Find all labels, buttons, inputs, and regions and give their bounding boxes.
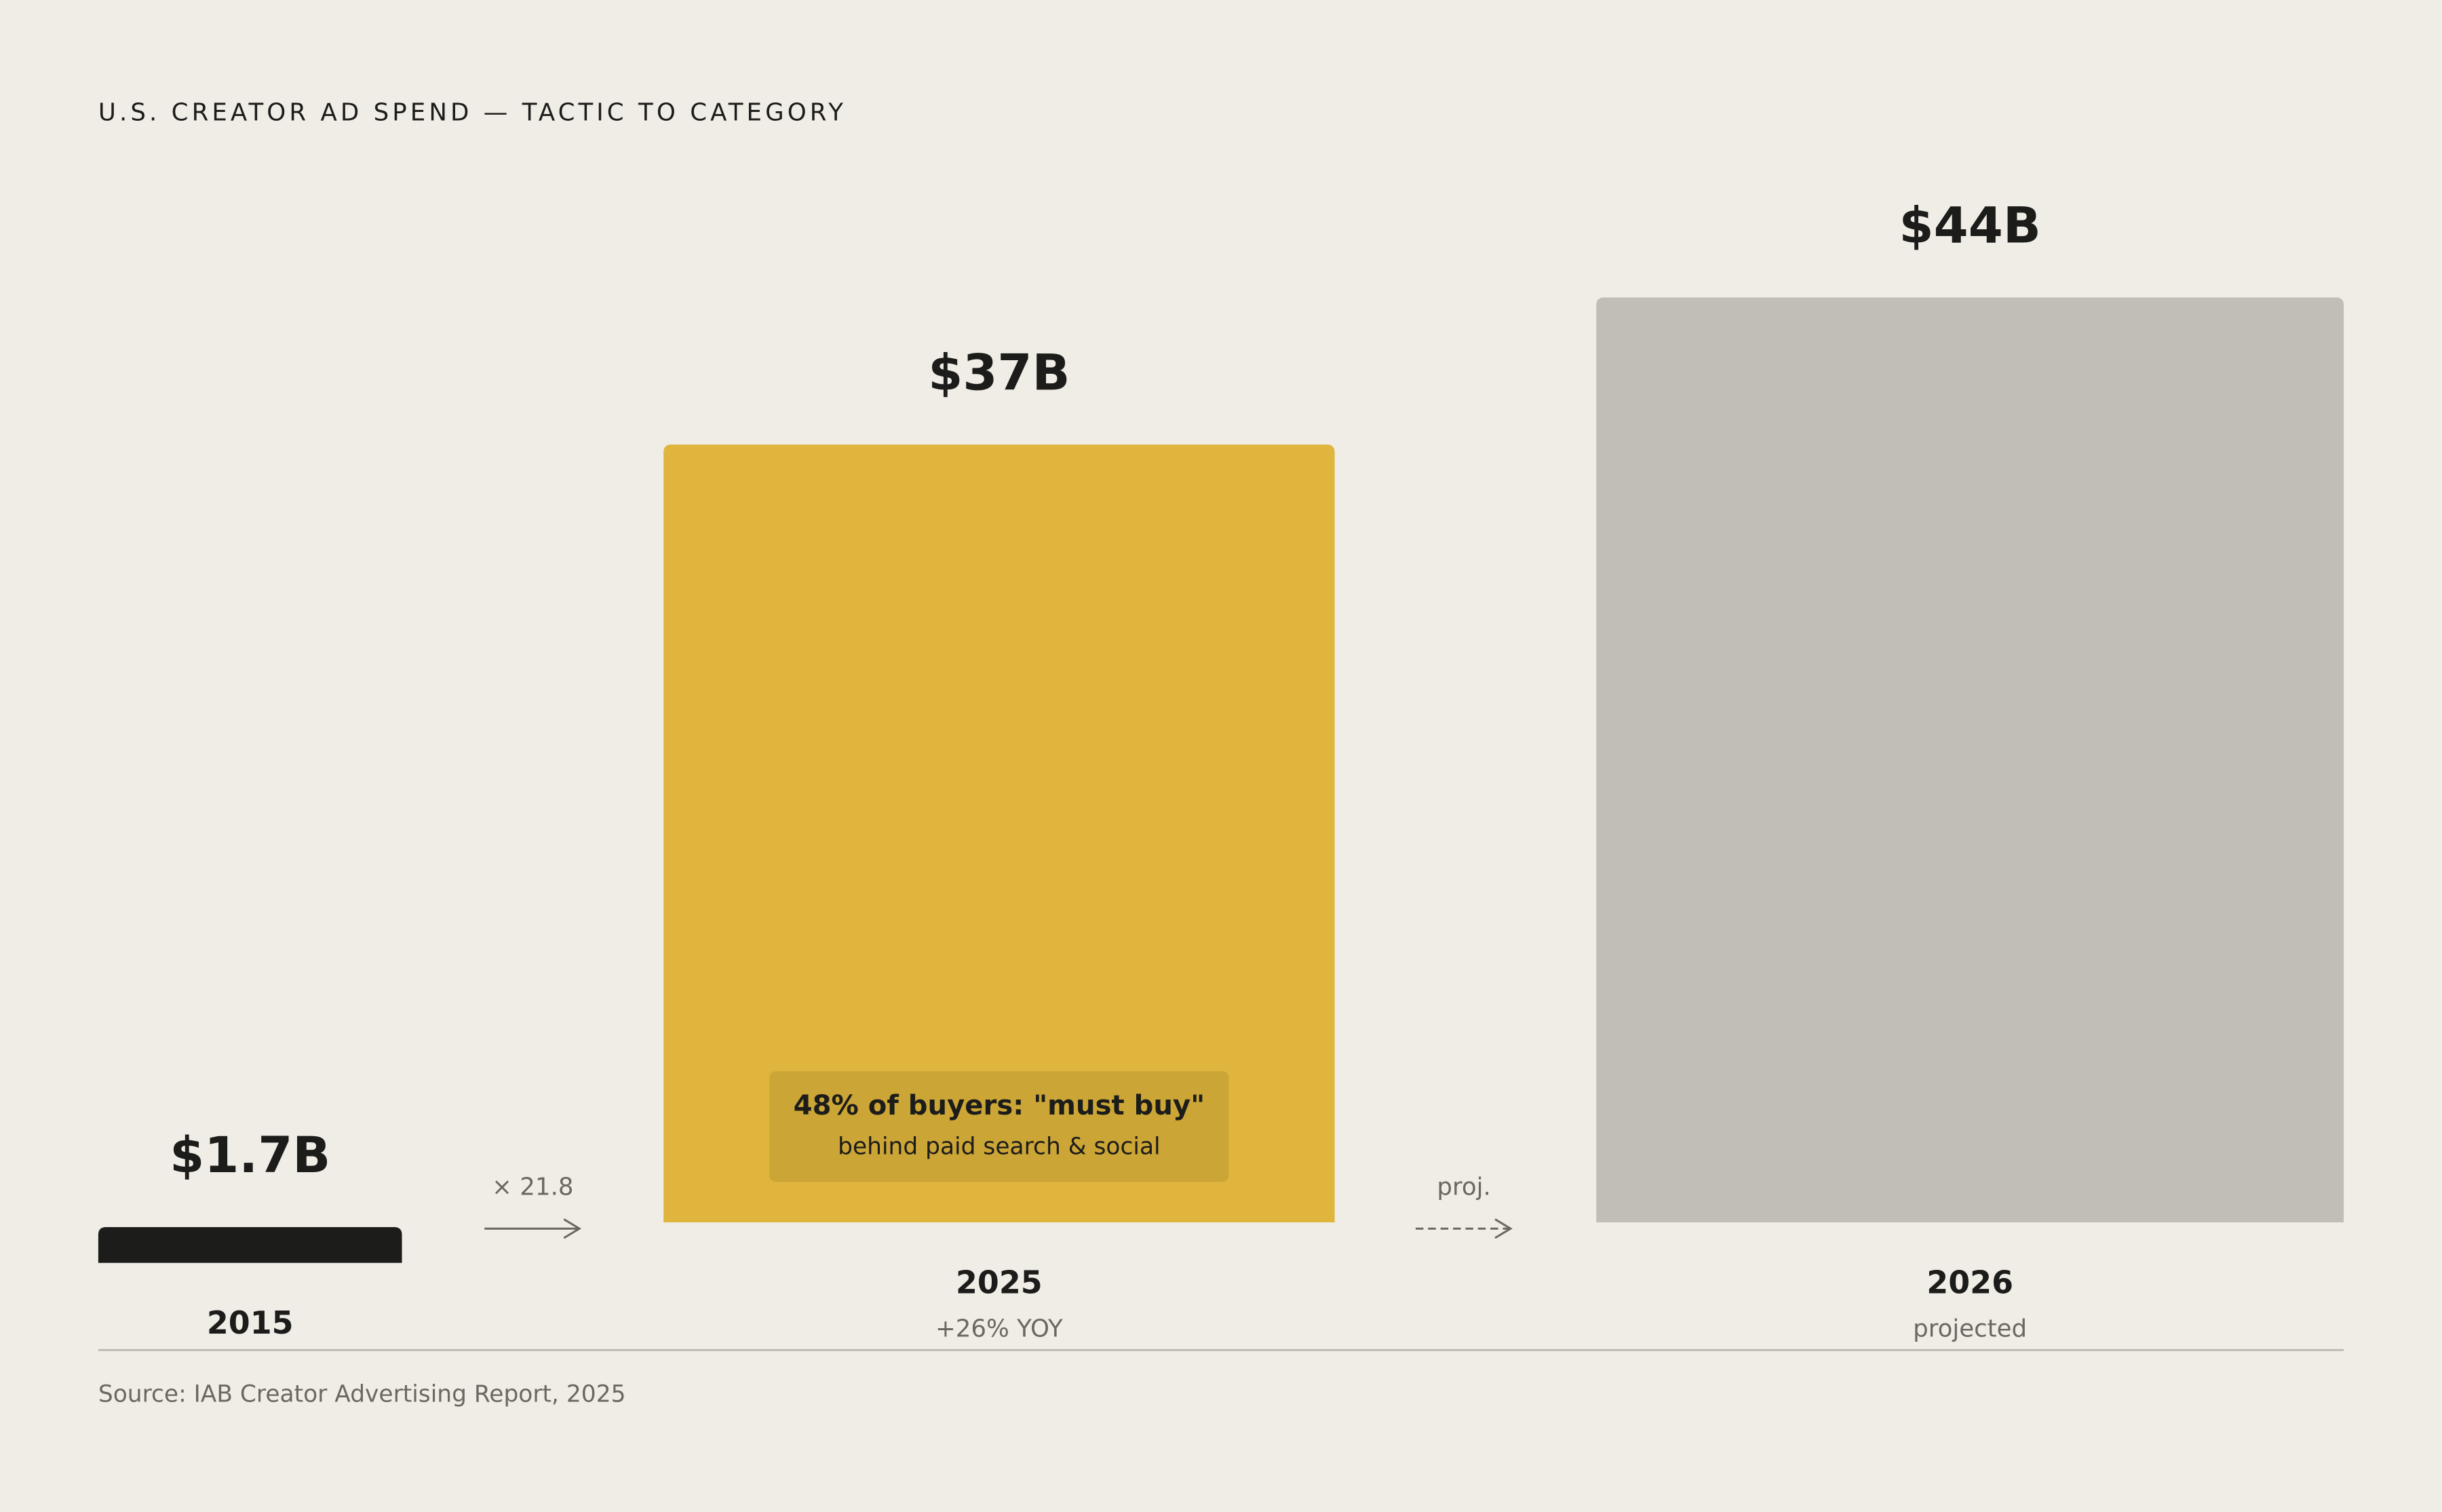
- x-tick-label: 2025: [956, 1264, 1043, 1300]
- x-sublabel: projected: [1913, 1315, 2027, 1342]
- arrow-head: [1494, 1218, 1513, 1239]
- value-label: $37B: [928, 344, 1070, 402]
- transition-label: × 21.8: [492, 1174, 573, 1201]
- annotation-box: [769, 1071, 1229, 1182]
- bar: [663, 444, 1335, 1223]
- x-sublabel: +26% YOY: [935, 1315, 1063, 1342]
- value-label: $1.7B: [170, 1127, 330, 1184]
- bar: [1596, 297, 2344, 1223]
- source: Source: IAB Creator Advertising Report, …: [98, 1380, 626, 1408]
- transition-label: proj.: [1437, 1174, 1490, 1201]
- arrow-head: [563, 1218, 582, 1239]
- annotation-subtitle: behind paid search & social: [838, 1133, 1161, 1160]
- annotation-title: 48% of buyers: "must buy": [794, 1090, 1205, 1121]
- x-tick-label: 2026: [1926, 1264, 2013, 1300]
- bar: [98, 1227, 402, 1263]
- x-tick-label: 2015: [207, 1304, 294, 1341]
- chart-title: U.S. CREATOR AD SPEND — TACTIC TO CATEGO…: [98, 99, 847, 127]
- value-label: $44B: [1899, 197, 2041, 254]
